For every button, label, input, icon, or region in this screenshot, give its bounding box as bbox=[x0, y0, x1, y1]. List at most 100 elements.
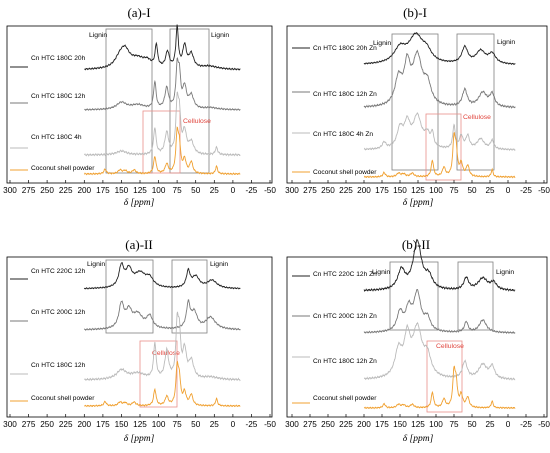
x-tick-label: 275 bbox=[22, 186, 36, 195]
series-line bbox=[83, 126, 241, 176]
x-tick-label: 175 bbox=[96, 420, 110, 429]
series-label-3: Coconut shell powder bbox=[10, 165, 95, 172]
svg-text:Cn HTC 180C 4h Zn: Cn HTC 180C 4h Zn bbox=[313, 131, 373, 138]
svg-text:Cn HTC 180C 12h: Cn HTC 180C 12h bbox=[31, 362, 86, 369]
x-tick-label: 175 bbox=[375, 186, 389, 195]
svg-text:Cn HTC 200C 12h: Cn HTC 200C 12h bbox=[31, 309, 86, 316]
series-label-0: Cn HTC 180C 20h Zn bbox=[292, 45, 377, 52]
region-box-lignin-aromatic: Lignin bbox=[87, 259, 154, 334]
x-tick-label: 100 bbox=[152, 186, 166, 195]
x-tick-label: 200 bbox=[77, 186, 91, 195]
series-line bbox=[363, 238, 516, 292]
series-label-2: Cn HTC 180C 4h bbox=[10, 134, 82, 149]
series-label-1: Cn HTC 200C 12h bbox=[10, 309, 86, 322]
x-tick-label: 0 bbox=[506, 186, 511, 195]
svg-text:Cn HTC 180C 20h: Cn HTC 180C 20h bbox=[31, 55, 86, 62]
region-label: Lignin bbox=[497, 39, 515, 46]
region-label: Cellulose bbox=[463, 114, 491, 121]
x-tick-label: 25 bbox=[485, 186, 495, 195]
svg-text:Cn HTC 180C 20h Zn: Cn HTC 180C 20h Zn bbox=[313, 45, 377, 52]
svg-text:Cn HTC 180C 12h Zn: Cn HTC 180C 12h Zn bbox=[313, 91, 377, 98]
x-tick-label: 250 bbox=[321, 186, 335, 195]
series-label-1: Cn HTC 200C 12h Zn bbox=[292, 313, 377, 320]
region-box-lignin-aliphatic: Lignin bbox=[457, 261, 514, 331]
x-tick-label: 125 bbox=[411, 186, 425, 195]
series-label-0: Cn HTC 220C 12h Zn bbox=[292, 271, 377, 278]
x-tick-label: 25 bbox=[210, 420, 220, 429]
x-tick-label: 25 bbox=[210, 186, 220, 195]
region-box-lignin-aliphatic: Lignin bbox=[456, 33, 515, 171]
x-tick-label: 300 bbox=[285, 420, 299, 429]
svg-text:Coconut shell powder: Coconut shell powder bbox=[31, 165, 95, 172]
series-line bbox=[363, 365, 516, 410]
x-tick-label: 100 bbox=[152, 420, 166, 429]
x-axis-label: δ [ppm] bbox=[403, 434, 434, 444]
series-line bbox=[363, 132, 516, 179]
x-tick-label: 225 bbox=[339, 186, 353, 195]
x-tick-label: 0 bbox=[506, 420, 511, 429]
series-line bbox=[84, 57, 241, 112]
x-tick-label: 125 bbox=[133, 420, 147, 429]
panel-title: (a)-I bbox=[127, 5, 150, 20]
region-label: Lignin bbox=[211, 32, 229, 39]
x-axis-label: δ [ppm] bbox=[403, 198, 434, 208]
x-tick-label: 75 bbox=[173, 420, 183, 429]
svg-text:Cn HTC 180C 4h: Cn HTC 180C 4h bbox=[31, 134, 82, 141]
region-label: Lignin bbox=[210, 261, 228, 268]
plot-frame bbox=[286, 256, 548, 418]
x-axis-label: δ [ppm] bbox=[124, 434, 155, 444]
series-label-3: Coconut shell powder bbox=[292, 395, 377, 404]
plot-frame bbox=[6, 256, 273, 418]
plot-frame bbox=[6, 25, 273, 184]
traces bbox=[9, 261, 271, 417]
svg-text:Cn HTC 180C 12h Zn: Cn HTC 180C 12h Zn bbox=[313, 358, 377, 365]
x-tick-label: 50 bbox=[467, 186, 477, 195]
traces bbox=[291, 238, 545, 417]
traces bbox=[9, 24, 271, 183]
svg-text:Coconut shell powder: Coconut shell powder bbox=[31, 395, 95, 402]
x-axis-label: δ [ppm] bbox=[124, 198, 155, 208]
series-line bbox=[363, 112, 516, 152]
series-label-0: Cn HTC 220C 12h bbox=[10, 268, 86, 280]
panel-title: (a)-II bbox=[125, 237, 152, 252]
x-tick-label: 225 bbox=[59, 420, 73, 429]
x-tick-label: 175 bbox=[375, 420, 389, 429]
svg-text:Cn HTC 220C 12h: Cn HTC 220C 12h bbox=[31, 268, 86, 275]
panel-b-I: (b)-I Lignin Lignin Cellulose Cn HTC 180… bbox=[285, 5, 550, 208]
x-tick-label: -50 bbox=[264, 420, 276, 429]
x-tick-label: -25 bbox=[245, 420, 257, 429]
x-tick-label: 100 bbox=[429, 186, 443, 195]
x-tick-label: 275 bbox=[303, 420, 317, 429]
series-label-2: Cn HTC 180C 12h Zn bbox=[292, 356, 377, 365]
x-tick-label: 225 bbox=[59, 186, 73, 195]
panel-title: (b)-I bbox=[403, 5, 427, 20]
plot-frame bbox=[286, 25, 548, 184]
x-tick-label: 250 bbox=[40, 420, 54, 429]
x-tick-label: 25 bbox=[485, 420, 495, 429]
series-label-3: Coconut shell powder bbox=[292, 169, 377, 176]
x-tick-label: -25 bbox=[520, 420, 532, 429]
x-tick-label: 50 bbox=[467, 420, 477, 429]
series-line bbox=[84, 24, 241, 71]
region-box-lignin-aromatic: Lignin bbox=[372, 261, 439, 331]
x-tick-label: 125 bbox=[411, 420, 425, 429]
region-label: Cellulose bbox=[183, 118, 211, 125]
series-line bbox=[83, 299, 241, 332]
x-tick-label: 225 bbox=[339, 420, 353, 429]
svg-text:Coconut shell powder: Coconut shell powder bbox=[313, 395, 377, 402]
region-box-cellulose: Cellulose bbox=[426, 340, 464, 413]
x-tick-label: 0 bbox=[231, 186, 236, 195]
series-line bbox=[83, 261, 241, 290]
series-label-2: Cn HTC 180C 4h Zn bbox=[292, 131, 373, 138]
x-tick-label: 50 bbox=[191, 420, 201, 429]
series-label-1: Cn HTC 180C 12h bbox=[10, 93, 86, 104]
x-tick-label: 250 bbox=[321, 420, 335, 429]
x-tick-label: 200 bbox=[77, 420, 91, 429]
series-label-0: Cn HTC 180C 20h bbox=[10, 55, 86, 68]
x-tick-label: 300 bbox=[3, 186, 17, 195]
region-label: Cellulose bbox=[436, 343, 464, 350]
series-label-2: Cn HTC 180C 12h bbox=[10, 362, 86, 375]
x-tick-label: 150 bbox=[115, 420, 129, 429]
x-tick-label: 275 bbox=[303, 186, 317, 195]
